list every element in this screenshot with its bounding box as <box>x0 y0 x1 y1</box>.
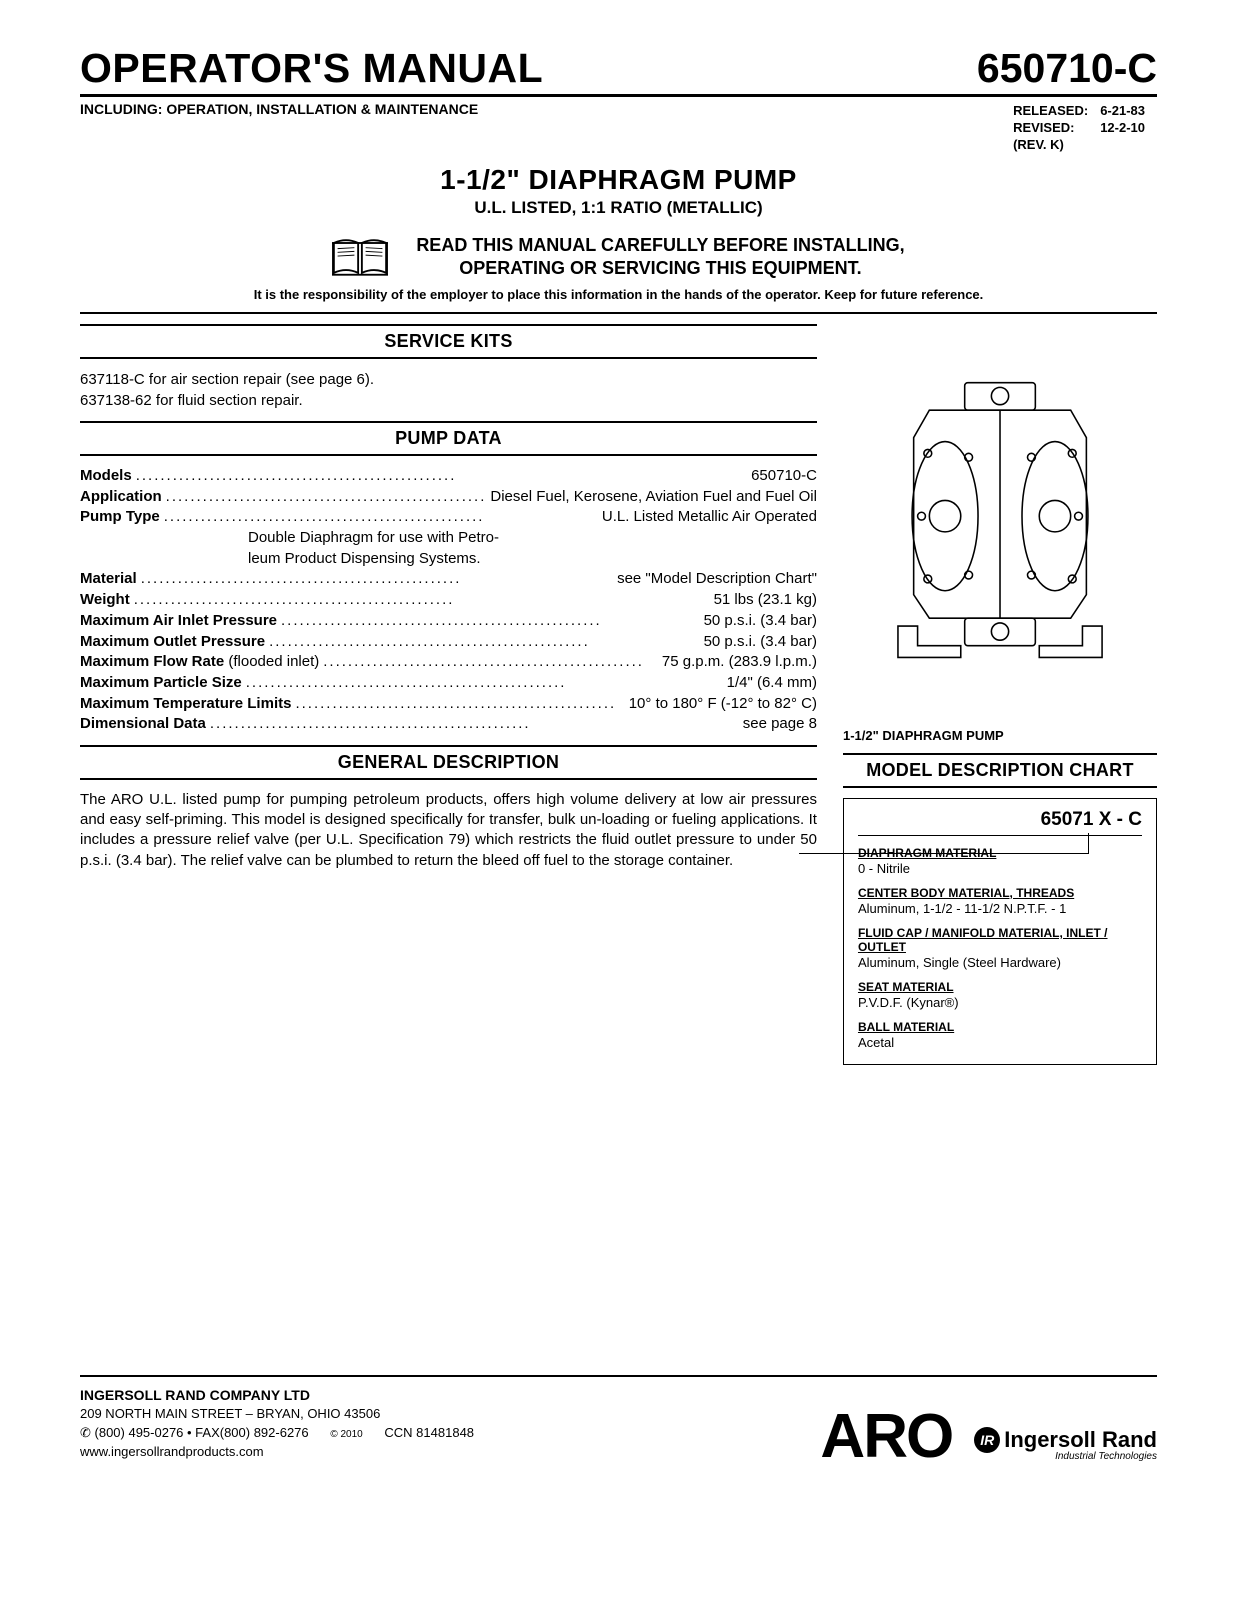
data-label: Maximum Outlet Pressure <box>80 632 265 653</box>
data-value: 50 p.s.i. (3.4 bar) <box>704 632 817 653</box>
data-value: see page 8 <box>743 714 817 735</box>
data-label: Weight <box>80 590 130 611</box>
revised-label: REVISED: <box>1013 120 1098 135</box>
warn-line-1: READ THIS MANUAL CAREFULLY BEFORE INSTAL… <box>416 234 904 257</box>
data-row: Models 650710-C <box>80 466 817 487</box>
kit-line-2: 637138-62 for fluid section repair. <box>80 390 817 411</box>
dots <box>137 569 617 590</box>
company-website: www.ingersollrandproducts.com <box>80 1443 474 1462</box>
dots <box>132 466 751 487</box>
data-row: Maximum Air Inlet Pressure 50 p.s.i. (3.4… <box>80 611 817 632</box>
model-chart-heading: MODEL DESCRIPTION CHART <box>843 753 1157 788</box>
data-row: Dimensional Data see page 8 <box>80 714 817 735</box>
product-title: 1-1/2" DIAPHRAGM PUMP <box>80 164 1157 196</box>
data-label: Maximum Air Inlet Pressure <box>80 611 277 632</box>
data-value: 75 g.p.m. (283.9 l.p.m.) <box>662 652 817 673</box>
data-row: Maximum Outlet Pressure 50 p.s.i. (3.4 ba… <box>80 632 817 653</box>
data-label: Maximum Temperature Limits <box>80 694 291 715</box>
chart-section-title: FLUID CAP / MANIFOLD MATERIAL, INLET / O… <box>858 926 1142 954</box>
data-value: 50 p.s.i. (3.4 bar) <box>704 611 817 632</box>
kit-line-1: 637118-C for air section repair (see pag… <box>80 369 817 390</box>
released-date: 6-21-83 <box>1100 103 1155 118</box>
pump-illustration <box>843 324 1157 724</box>
chart-section-value: P.V.D.F. (Kynar®) <box>858 995 1142 1010</box>
product-subtitle: U.L. LISTED, 1:1 RATIO (METALLIC) <box>80 198 1157 218</box>
data-label: Material <box>80 569 137 590</box>
data-label: Maximum Particle Size <box>80 673 242 694</box>
manual-title: OPERATOR'S MANUAL <box>80 45 543 92</box>
data-label: Models <box>80 466 132 487</box>
data-row: Weight 51 lbs (23.1 kg) <box>80 590 817 611</box>
general-desc-heading: GENERAL DESCRIPTION <box>80 745 817 780</box>
aro-logo: ARO <box>820 1412 952 1462</box>
data-value: see "Model Description Chart" <box>617 569 817 590</box>
warning-text: READ THIS MANUAL CAREFULLY BEFORE INSTAL… <box>416 234 904 279</box>
model-number: 650710-C <box>977 45 1157 92</box>
dots <box>265 632 704 653</box>
company-address: 209 NORTH MAIN STREET – BRYAN, OHIO 4350… <box>80 1405 474 1424</box>
figure-caption: 1-1/2" DIAPHRAGM PUMP <box>843 728 1157 743</box>
data-continuation: Double Diaphragm for use with Petro- <box>80 528 817 549</box>
data-row: Pump Type U.L. Listed Metallic Air Operat… <box>80 507 817 528</box>
chart-section-title: CENTER BODY MATERIAL, THREADS <box>858 886 1142 900</box>
warn-line-2: OPERATING OR SERVICING THIS EQUIPMENT. <box>416 257 904 280</box>
chart-section-value: Aluminum, 1-1/2 - 11-1/2 N.P.T.F. - 1 <box>858 901 1142 916</box>
data-value: 650710-C <box>751 466 817 487</box>
chart-section-value: Acetal <box>858 1035 1142 1050</box>
data-label: Maximum Flow Rate (flooded inlet) <box>80 652 319 673</box>
chart-section-value: Aluminum, Single (Steel Hardware) <box>858 955 1142 970</box>
dots <box>277 611 704 632</box>
dots <box>160 507 602 528</box>
data-row: Maximum Particle Size 1/4" (6.4 mm) <box>80 673 817 694</box>
rev-label: (REV. K) <box>1013 137 1098 152</box>
released-label: RELEASED: <box>1013 103 1098 118</box>
service-kits-heading: SERVICE KITS <box>80 324 817 359</box>
data-label: Pump Type <box>80 507 160 528</box>
ir-text: Ingersoll Rand <box>1004 1427 1157 1453</box>
chart-section-title: SEAT MATERIAL <box>858 980 1142 994</box>
ir-circle-icon: IR <box>974 1427 1000 1453</box>
dots <box>291 694 628 715</box>
dots <box>162 487 491 508</box>
general-desc-text: The ARO U.L. listed pump for pumping pet… <box>80 790 817 871</box>
data-value: U.L. Listed Metallic Air Operated <box>602 507 817 528</box>
data-row: Maximum Flow Rate (flooded inlet) 75 g.p.… <box>80 652 817 673</box>
chart-section-title: BALL MATERIAL <box>858 1020 1142 1034</box>
chart-code: 65071 X - C <box>858 809 1142 836</box>
responsibility-text: It is the responsibility of the employer… <box>80 287 1157 314</box>
data-label: Dimensional Data <box>80 714 206 735</box>
ccn: CCN 81481848 <box>384 1425 474 1440</box>
model-chart-box: 65071 X - C DIAPHRAGM MATERIAL0 - Nitril… <box>843 798 1157 1065</box>
data-continuation: leum Product Dispensing Systems. <box>80 549 817 570</box>
book-icon <box>332 237 388 277</box>
subtitle: INCLUDING: OPERATION, INSTALLATION & MAI… <box>80 101 478 154</box>
data-value: 10° to 180° F (-12° to 82° C) <box>629 694 817 715</box>
data-row: Maximum Temperature Limits 10° to 180° F … <box>80 694 817 715</box>
data-value: Diesel Fuel, Kerosene, Aviation Fuel and… <box>490 487 817 508</box>
copyright: © 2010 <box>330 1429 362 1440</box>
revised-date: 12-2-10 <box>1100 120 1155 135</box>
company-phone: ✆ (800) 495-0276 • FAX(800) 892-6276 <box>80 1425 309 1440</box>
dots <box>130 590 714 611</box>
data-label: Application <box>80 487 162 508</box>
dots <box>242 673 727 694</box>
ir-subtext: Industrial Technologies <box>1055 1451 1157 1462</box>
data-row: Application Diesel Fuel, Kerosene, Aviati… <box>80 487 817 508</box>
data-value: 51 lbs (23.1 kg) <box>714 590 817 611</box>
ingersoll-rand-logo: IR Ingersoll Rand Industrial Technologie… <box>974 1427 1157 1462</box>
company-name: INGERSOLL RAND COMPANY LTD <box>80 1385 474 1405</box>
data-value: 1/4" (6.4 mm) <box>727 673 817 694</box>
pump-data-heading: PUMP DATA <box>80 421 817 456</box>
chart-section-value: 0 - Nitrile <box>858 861 1142 876</box>
release-info: RELEASED:6-21-83 REVISED:12-2-10 (REV. K… <box>1011 101 1157 154</box>
data-row: Material see "Model Description Chart" <box>80 569 817 590</box>
dots <box>319 652 662 673</box>
footer-company-block: INGERSOLL RAND COMPANY LTD 209 NORTH MAI… <box>80 1385 474 1462</box>
dots <box>206 714 743 735</box>
